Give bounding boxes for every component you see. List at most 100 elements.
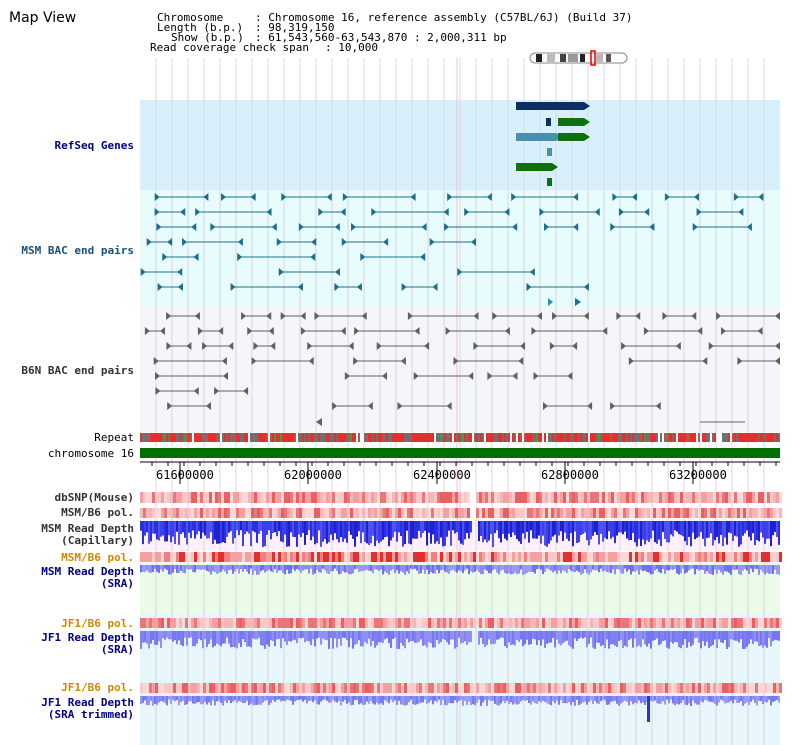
- jf1-pol-cell: [539, 618, 542, 628]
- msm-pol2-cell: [251, 552, 254, 562]
- repeat-segment: [604, 433, 606, 442]
- jf1-trim-depth-bar: [392, 696, 394, 703]
- msm-pol2-cell: [263, 552, 266, 562]
- msm-pol-cell: [296, 508, 299, 518]
- jf1-pol-cell: [461, 618, 464, 628]
- msm-sra-depth-bar: [438, 565, 440, 574]
- jf1-pol-cell: [704, 618, 707, 628]
- msm-cap-depth-bar: [414, 521, 416, 539]
- msm-bac-end: [529, 268, 535, 276]
- msm-pol2-cell: [236, 552, 239, 562]
- msm-cap-depth-bar: [728, 521, 730, 533]
- jf1-depth-bar: [444, 631, 446, 640]
- msm-cap-depth-bar: [458, 521, 460, 541]
- jf1-trim-depth-bar: [428, 696, 430, 703]
- msm-cap-depth-bar: [628, 521, 630, 541]
- msm-cap-depth-bar: [264, 521, 266, 547]
- repeat-segment: [192, 433, 194, 442]
- repeat-segment: [482, 433, 484, 442]
- jf1-depth-bar: [388, 631, 390, 644]
- jf1-depth-bar: [268, 631, 270, 647]
- jf1-depth-bar: [156, 631, 158, 645]
- msm-pol2-cell: [740, 552, 743, 562]
- repeat-segment: [278, 433, 280, 442]
- msm-cap-depth-bar: [246, 521, 248, 532]
- repeat-segment: [722, 433, 724, 442]
- dbsnp-cell: [707, 492, 710, 503]
- repeat-segment: [254, 433, 256, 442]
- msm-cap-depth-bar: [724, 521, 726, 538]
- jf1-trim-depth-bar: [224, 696, 226, 701]
- msm-sra-depth-bar: [632, 565, 634, 572]
- msm-pol2-cell: [779, 552, 782, 562]
- dbsnp-cell: [395, 492, 398, 503]
- dbsnp-cell: [422, 492, 425, 503]
- msm-cap-depth-bar: [360, 521, 362, 544]
- jf1-trim-depth-bar: [612, 696, 614, 702]
- dbsnp-cell: [626, 492, 629, 503]
- dbsnp-cell: [386, 492, 389, 503]
- msm-cap-depth-bar: [520, 521, 522, 544]
- jf1-depth-bar: [292, 631, 294, 641]
- msm-pol-cell: [503, 508, 506, 518]
- jf1-pol2-cell: [299, 683, 302, 693]
- repeat-segment: [584, 433, 586, 442]
- jf1-depth-bar: [424, 631, 426, 646]
- msm-pol-cell: [395, 508, 398, 518]
- repeat-segment: [382, 433, 384, 442]
- jf1-pol2-cell: [389, 683, 392, 693]
- msm-pol-cell: [668, 508, 671, 518]
- jf1-trim-depth-bar: [492, 696, 494, 701]
- jf1-trim-depth-bar: [188, 696, 190, 702]
- msm-bac-end: [340, 208, 346, 216]
- msm-pol-cell: [368, 508, 371, 518]
- msm-pol-cell: [344, 508, 347, 518]
- jf1-pol2-cell: [149, 683, 152, 693]
- msm-cap-depth-bar: [272, 521, 274, 534]
- repeat-segment: [480, 433, 482, 442]
- jf1-pol2-cell: [614, 683, 617, 693]
- jf1-depth-bar: [402, 631, 404, 646]
- jf1-pol2-cell: [488, 683, 491, 693]
- msm-cap-depth-bar: [296, 521, 298, 547]
- msm-cap-depth-bar: [494, 521, 496, 534]
- msm-cap-depth-bar: [618, 521, 620, 533]
- jf1-trim-depth-bar: [226, 696, 228, 703]
- msm-cap-depth-bar: [250, 521, 252, 547]
- msm-pol2-cell: [722, 552, 725, 562]
- jf1-trim-depth-bar: [732, 696, 734, 704]
- msm-pol-cell: [275, 508, 278, 518]
- msm-pol2-cell: [467, 552, 470, 562]
- repeat-segment: [656, 433, 658, 442]
- msm-sra-depth-bar: [506, 565, 508, 574]
- jf1-trim-depth-bar: [376, 696, 378, 703]
- jf1-depth-bar: [376, 631, 378, 646]
- msm-pol2-cell: [206, 552, 209, 562]
- jf1-depth-bar: [284, 631, 286, 642]
- jf1-pol2-cell: [287, 683, 290, 693]
- jf1-pol2-cell: [449, 683, 452, 693]
- repeat-segment: [630, 433, 632, 442]
- msm-cap-depth-bar: [584, 521, 586, 533]
- jf1-trim-depth-bar: [324, 696, 326, 700]
- jf1-pol-cell: [764, 618, 767, 628]
- msm-cap-depth-bar: [430, 521, 432, 544]
- jf1-depth-bar: [144, 631, 146, 643]
- jf1-trim-depth-bar: [668, 696, 670, 704]
- dbsnp-cell: [404, 492, 407, 503]
- jf1-trim-depth-bar: [402, 696, 404, 705]
- jf1-pol2-cell: [698, 683, 701, 693]
- repeat-segment: [464, 433, 466, 442]
- jf1-depth-bar: [384, 631, 386, 640]
- dbsnp-cell: [572, 492, 575, 503]
- msm-pol2-cell: [608, 552, 611, 562]
- msm-sra-depth-bar: [530, 565, 532, 573]
- jf1-trim-depth-bar: [290, 696, 292, 701]
- dbsnp-cell: [302, 492, 305, 503]
- jf1-depth-bar: [630, 631, 632, 639]
- jf1-pol2-cell: [212, 683, 215, 693]
- dbsnp-cell: [602, 492, 605, 503]
- msm-bac-end: [182, 238, 188, 246]
- dbsnp-cell: [215, 492, 218, 503]
